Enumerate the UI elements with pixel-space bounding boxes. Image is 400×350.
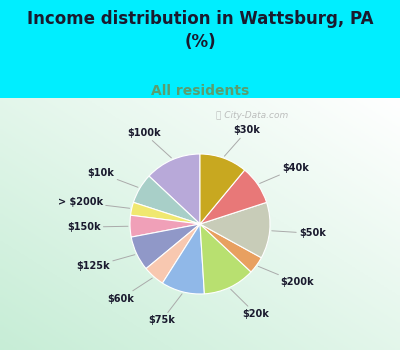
- Text: $125k: $125k: [76, 255, 135, 271]
- Text: Income distribution in Wattsburg, PA
(%): Income distribution in Wattsburg, PA (%): [27, 10, 373, 51]
- Wedge shape: [200, 170, 266, 224]
- Text: $150k: $150k: [67, 222, 128, 232]
- Wedge shape: [149, 154, 200, 224]
- Text: $200k: $200k: [258, 266, 314, 287]
- Wedge shape: [200, 154, 245, 224]
- Text: $60k: $60k: [107, 278, 152, 303]
- Wedge shape: [130, 202, 200, 224]
- Text: ⓘ City-Data.com: ⓘ City-Data.com: [216, 111, 289, 120]
- Wedge shape: [131, 224, 200, 268]
- Text: $50k: $50k: [272, 228, 326, 238]
- Text: $20k: $20k: [231, 289, 269, 319]
- Wedge shape: [146, 224, 200, 283]
- Wedge shape: [134, 176, 200, 224]
- Wedge shape: [200, 224, 261, 272]
- Wedge shape: [200, 224, 251, 294]
- Text: $40k: $40k: [260, 163, 309, 183]
- Wedge shape: [200, 202, 270, 258]
- Text: $75k: $75k: [148, 294, 182, 325]
- Text: $30k: $30k: [224, 126, 260, 156]
- Wedge shape: [162, 224, 204, 294]
- Text: > $200k: > $200k: [58, 197, 130, 208]
- Text: $10k: $10k: [88, 168, 138, 187]
- Text: All residents: All residents: [151, 84, 249, 98]
- Wedge shape: [130, 215, 200, 237]
- Text: $100k: $100k: [127, 128, 171, 158]
